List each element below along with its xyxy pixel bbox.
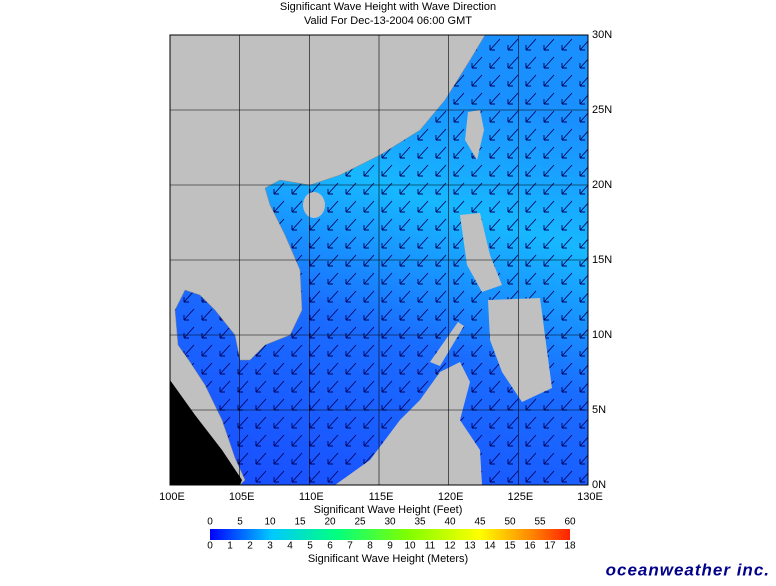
colorbar-feet-tick: 35 <box>414 517 426 528</box>
land <box>488 298 552 402</box>
colorbar <box>210 529 570 540</box>
colorbar-meter-tick: 18 <box>564 541 576 552</box>
colorbar-meter-tick: 10 <box>404 541 416 552</box>
colorbar-meter-tick: 0 <box>207 541 213 552</box>
colorbar-meter-tick: 15 <box>504 541 516 552</box>
colorbar-meter-tick: 14 <box>484 541 496 552</box>
map <box>169 34 589 486</box>
subtitle: Valid For Dec-13-2004 06:00 GMT <box>304 15 472 27</box>
colorbar-meter-tick: 17 <box>544 541 556 552</box>
lat-label: 25N <box>592 104 612 116</box>
colorbar-meter-tick: 11 <box>425 541 436 552</box>
colorbar-meter-tick: 4 <box>287 541 293 552</box>
colorbar-feet-label: Significant Wave Height (Feet) <box>314 504 463 516</box>
colorbar-meter-tick: 6 <box>327 541 333 552</box>
colorbar-feet-tick: 45 <box>474 517 486 528</box>
lon-label: 100E <box>159 491 185 503</box>
colorbar-feet-tick: 40 <box>444 517 456 528</box>
land <box>465 110 484 160</box>
lat-label: 20N <box>592 179 612 191</box>
lon-label: 125E <box>507 491 533 503</box>
land <box>303 192 325 218</box>
colorbar-feet-tick: 0 <box>207 517 213 528</box>
title: Significant Wave Height with Wave Direct… <box>280 1 496 13</box>
map-frame <box>169 34 589 486</box>
lon-label: 120E <box>438 491 464 503</box>
colorbar-feet-tick: 20 <box>324 517 336 528</box>
lat-label: 30N <box>592 29 612 41</box>
land <box>169 34 486 486</box>
land <box>335 362 482 485</box>
lon-label: 110E <box>299 491 324 503</box>
colorbar-meter-tick: 13 <box>464 541 476 552</box>
lon-label: 105E <box>229 491 255 503</box>
colorbar-meter-tick: 12 <box>444 541 456 552</box>
colorbar-meter-tick: 1 <box>227 541 233 552</box>
lat-label: 15N <box>592 254 612 266</box>
colorbar-meter-tick: 7 <box>347 541 353 552</box>
colorbar-feet-tick: 55 <box>534 517 546 528</box>
colorbar-feet-tick: 25 <box>354 517 366 528</box>
lon-label: 130E <box>577 491 603 503</box>
colorbar-meter-tick: 2 <box>247 541 253 552</box>
colorbar-feet-tick: 15 <box>294 517 306 528</box>
colorbar-meters-label: Significant Wave Height (Meters) <box>308 553 468 565</box>
lat-label: 0N <box>592 479 606 491</box>
colorbar-feet-tick: 30 <box>384 517 396 528</box>
colorbar-meter-tick: 5 <box>307 541 313 552</box>
colorbar-feet-tick: 10 <box>264 517 276 528</box>
colorbar-meter-tick: 8 <box>367 541 373 552</box>
colorbar-meter-tick: 16 <box>524 541 536 552</box>
land <box>430 322 464 366</box>
land <box>170 380 242 485</box>
colorbar-feet-tick: 50 <box>504 517 516 528</box>
lat-label: 5N <box>592 404 606 416</box>
colorbar-feet-tick: 60 <box>564 517 576 528</box>
lat-label: 10N <box>592 329 612 341</box>
colorbar-feet-tick: 5 <box>237 517 243 528</box>
colorbar-meter-tick: 3 <box>267 541 273 552</box>
colorbar-meter-tick: 9 <box>387 541 393 552</box>
logo: oceanweather inc. <box>606 560 770 579</box>
lon-label: 115E <box>369 491 394 503</box>
land <box>460 213 502 292</box>
